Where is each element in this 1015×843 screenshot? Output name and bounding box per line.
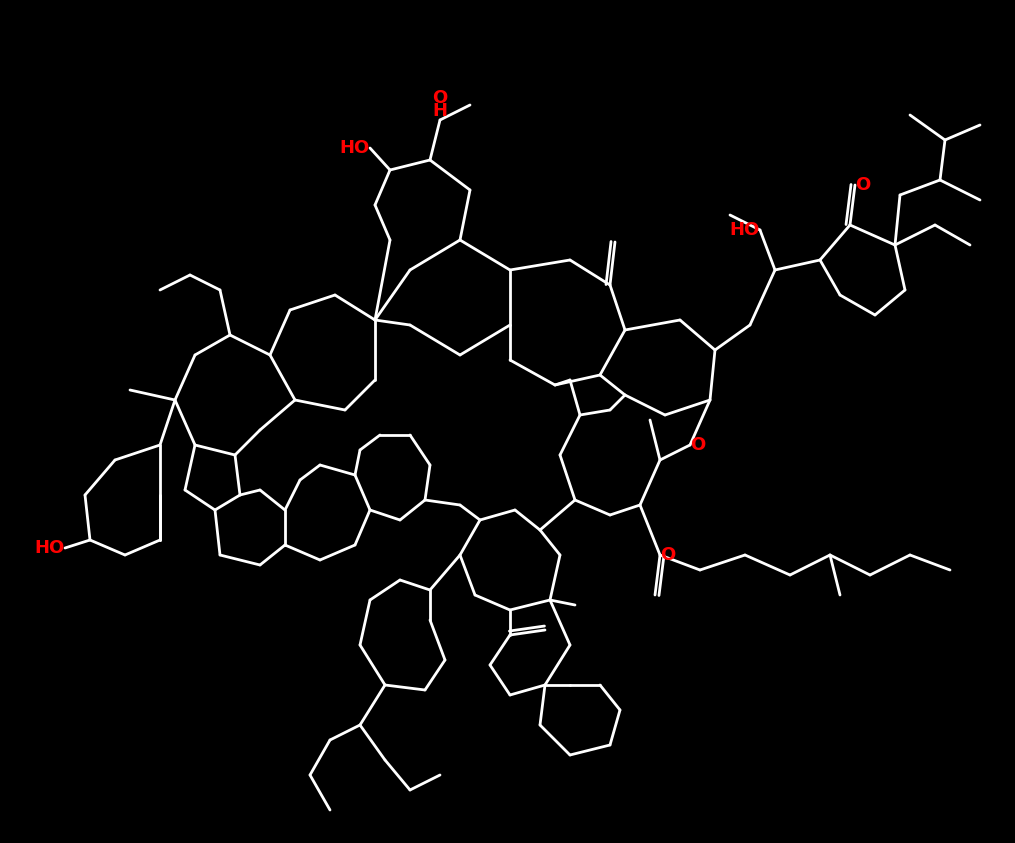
Text: O: O	[690, 436, 705, 454]
Text: O: O	[855, 176, 870, 194]
Text: O: O	[660, 546, 675, 564]
Text: O: O	[432, 89, 448, 107]
Text: HO: HO	[35, 539, 65, 557]
Text: HO: HO	[340, 139, 370, 157]
Text: H: H	[432, 102, 448, 120]
Text: HO: HO	[730, 221, 760, 239]
